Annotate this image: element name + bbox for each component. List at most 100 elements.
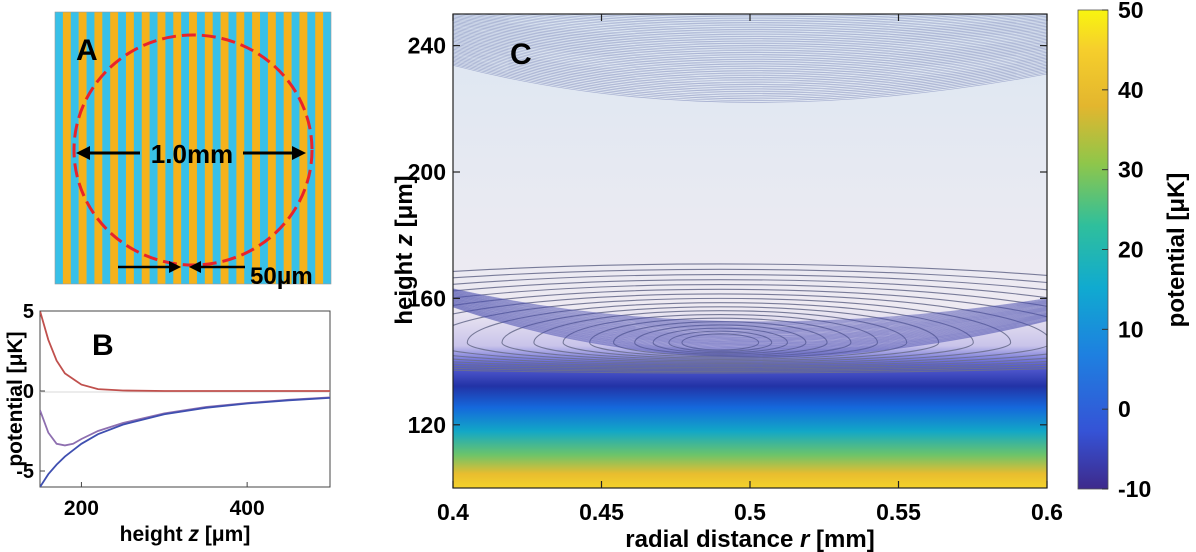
panel-c-contour-line [453,32,1047,61]
panel-c-x-tick-label: 0.55 [876,499,921,525]
panel-c-contour-line [453,295,1047,337]
panel-c-contour-line [453,58,1047,94]
grating-stripe [62,12,72,284]
panel-c-contour-line [453,31,1047,59]
panel-c-letter: C [510,38,532,71]
panel-c-contour-line [448,0,1052,10]
panel-c-contour-line [453,56,1047,93]
grating-stripe [299,12,308,284]
panel-c-contour-line [453,300,1047,347]
grating-stripe [228,12,237,284]
panel-c-contour-line [453,297,1047,339]
panel-c-contour-line [453,48,1047,82]
panel-c-contour-line [453,293,1047,366]
colorbar-tick-label: 50 [1118,0,1144,23]
panel-c-contour-line [453,19,1047,43]
colorbar-ticks: 50 40 30 20 10 0 -10 [1102,0,1151,502]
panel-c-contour-line [583,14,938,20]
panel-c-contour-line [453,302,1047,350]
panel-c-contour-line [453,289,1047,324]
panel-c-contour-line [453,42,1047,73]
panel-c-contour-line [453,305,1047,356]
panel-c-contour-line [453,296,1047,338]
panel-c-contour-line [453,304,1047,355]
grating-stripe [260,12,269,284]
panel-c-contour-line [453,306,1047,358]
panel-c-contour-line [453,60,1047,98]
grating-stripe [173,12,182,284]
panel-c-contour-line [453,292,1047,331]
panel-c-contour-line [453,292,1047,331]
grating-stripe [212,12,221,284]
panel-c-contour-line [448,0,1052,1]
panel-c-contour-line [448,0,1052,5]
panel-c-contour-line [453,297,1047,340]
grating-stripe [165,12,174,284]
panel-c-contour-line [453,288,1047,323]
panel-c-contour-line [453,288,1047,323]
panel-c-contour-line [453,293,1047,333]
panel-c-contour-line [453,299,1047,343]
panel-c-y-tick-label: 160 [408,285,446,311]
panel-c-contour-line [453,15,1047,37]
grating-stripe [149,12,158,284]
panel-c-contour-line [453,17,1047,41]
panel-c-contour-line [453,298,1047,343]
grating-stripe [157,12,166,284]
panel-c-contour-line [453,292,1047,330]
panel-b-plot-area [39,310,331,488]
panel-c-contour-line [453,59,1047,96]
panel-c-contour-line [453,290,1047,327]
colorbar-tick-label: 0 [1118,396,1131,422]
panel-c-contour-line [453,295,1047,335]
panel-c-contour-line [453,298,1047,342]
panel-a-grating: A 1.0mm 50μm [54,11,332,290]
panel-b-y-tick-label: 0 [23,381,34,403]
colorbar-tick-label: 40 [1118,77,1144,103]
grating-stripe [189,12,198,284]
grating-stripe [267,12,277,284]
panel-b-y-tick-label: 5 [23,301,34,323]
panel-c-contour-line [448,0,1052,3]
panel-c-x-label: radial distance r [mm] [625,526,874,552]
panel-c-contour-line [466,302,974,363]
panel-c-heatmap-fill [453,14,1047,488]
panel-c-contour-line [453,40,1047,71]
panel-c-contour-line [453,14,1047,36]
panel-c-contour-line [521,14,1008,25]
panel-c-contour-line [655,14,859,16]
grating-stripe [181,12,190,284]
panel-c-contour-line [453,33,1047,62]
panel-c-contour-line [453,293,1047,332]
panel-c-contour-line [453,297,1012,365]
panel-b-chart: 200 400 5 0 -5 B height z [μm] potential [μK… [4,301,331,546]
panel-c-contour-line [453,36,1047,66]
grating-stripe [55,12,64,284]
panel-c-contour-line [453,301,1047,348]
colorbar-label: potential [μK] [1163,173,1190,328]
panel-c-contour-line [453,302,1047,351]
period-arrows [118,261,245,273]
panel-c-ticks: 0.4 0.45 0.5 0.55 0.6 120 160 200 240 [408,14,1063,525]
panel-c-x-tick-label: 0.6 [1031,499,1063,525]
panel-c-contour-line [453,54,1047,89]
panel-c-contour-line [453,39,1047,69]
colorbar-tick-label: 20 [1118,237,1144,263]
panel-a-letter: A [76,34,98,67]
panel-b-ticks: 200 400 5 0 -5 [16,301,264,520]
panel-b-letter: B [92,329,114,362]
grating-stripe [125,12,135,284]
panel-c-contour-line [453,304,1047,353]
panel-c-contour-line [453,289,1047,325]
grating-stripe [323,12,331,284]
grating-stripe [110,12,119,284]
grating-stripe [315,12,324,284]
grating-stripe [275,12,284,284]
panel-c-contour-line [453,24,1047,50]
panel-c-contour-line [453,295,1047,336]
grating-frame [54,11,332,285]
panel-c-contour-line [453,64,1047,103]
panel-c-contour-line [453,43,1047,75]
panel-c-contour-line [453,63,1047,101]
